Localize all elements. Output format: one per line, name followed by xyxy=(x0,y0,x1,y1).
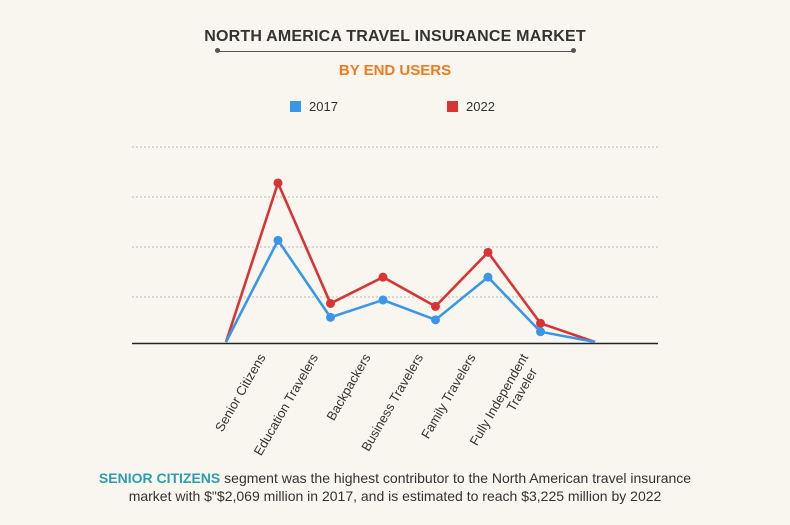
footnote-highlight: SENIOR CITIZENS xyxy=(98,470,221,486)
x-tick-label-4: Family Travelers xyxy=(418,351,479,442)
x-tick-label-0-line-0: Senior Citizens xyxy=(212,351,269,435)
data-point-2022-2 xyxy=(378,272,388,282)
x-tick-label-2: Backpackers xyxy=(323,351,373,423)
legend-item-2017: 2017 xyxy=(290,98,338,114)
footnote-text-line1: segment was the highest contributor to t… xyxy=(220,470,692,486)
data-point-2022-5 xyxy=(536,318,545,328)
legend-item-2022: 2022 xyxy=(447,98,495,114)
legend-swatch-2017 xyxy=(290,100,301,112)
title-divider xyxy=(217,51,573,52)
x-tick-label-2-line-0: Backpackers xyxy=(323,351,373,423)
legend-label-2017: 2017 xyxy=(309,98,338,114)
data-point-2022-0 xyxy=(273,178,283,188)
chart-subtitle: BY END USERS xyxy=(338,62,452,79)
data-point-2017-3 xyxy=(431,315,440,325)
title-divider-dot-right xyxy=(571,48,576,53)
data-point-2017-1 xyxy=(326,312,335,322)
legend-label-2022: 2022 xyxy=(466,98,495,114)
data-point-2022-3 xyxy=(431,301,440,311)
series-line-2017 xyxy=(224,237,596,344)
data-point-2022-1 xyxy=(326,298,335,308)
x-tick-label-0: Senior Citizens xyxy=(212,351,269,435)
data-point-2017-4 xyxy=(483,272,493,282)
chart-title: NORTH AMERICA TRAVEL INSURANCE MARKET xyxy=(204,28,586,45)
legend-swatch-2022 xyxy=(447,100,458,112)
x-tick-label-4-line-0: Family Travelers xyxy=(418,351,479,442)
data-point-2017-0 xyxy=(273,235,283,245)
data-point-2017-2 xyxy=(378,295,388,305)
title-divider-dot-left xyxy=(215,48,220,53)
chart-footnote: SENIOR CITIZENS segment was the highest … xyxy=(20,469,770,505)
data-point-2022-4 xyxy=(483,247,493,257)
footnote-text-line2: market with $"$2,069 million in 2017, an… xyxy=(128,488,662,504)
series-line-2022 xyxy=(224,179,596,344)
data-point-2017-5 xyxy=(536,327,545,337)
x-tick-label-5: Fully IndependentTraveler xyxy=(466,351,544,456)
